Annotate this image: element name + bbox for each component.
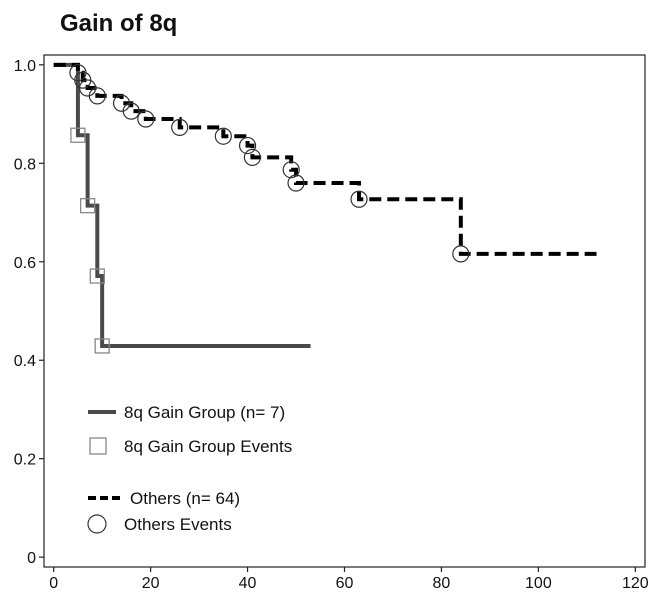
others-event-marker (238, 136, 257, 155)
legend-square-symbol (89, 437, 107, 455)
others-event-marker (452, 245, 470, 263)
x-tick-label: 40 (239, 575, 257, 592)
gain-group-survival-line (53, 62, 311, 348)
others-event-marker (282, 161, 300, 179)
x-tick-label: 0 (49, 575, 58, 592)
x-tick-label: 120 (622, 575, 649, 592)
y-tick-label: 0.4 (14, 353, 36, 370)
series-layer (53, 62, 597, 354)
gain-group-event-marker (70, 127, 86, 143)
x-tick-label: 20 (142, 575, 160, 592)
legend-label: 8q Gain Group (n= 7) (124, 403, 285, 422)
legend: 8q Gain Group (n= 7) 8q Gain Group Events… (87, 403, 292, 534)
y-axis: 0 0.2 0.4 0.6 0.8 1.0 (14, 58, 44, 567)
x-axis: 0 20 40 60 80 100 120 (49, 567, 649, 592)
legend-label: Others Events (124, 515, 232, 534)
y-tick-label: 0.2 (14, 452, 36, 469)
others-event-marker (350, 190, 368, 208)
y-tick-label: 0.6 (14, 255, 36, 272)
x-tick-label: 100 (525, 575, 552, 592)
others-event-marker (122, 102, 140, 120)
gain-group-event-marker (89, 268, 105, 284)
others-event-marker (137, 110, 155, 128)
others-event-marker (88, 87, 106, 105)
gain-group-event-marker (79, 197, 96, 214)
legend-label: 8q Gain Group Events (124, 437, 292, 456)
x-tick-label: 60 (336, 575, 354, 592)
y-tick-label: 0 (27, 550, 36, 567)
others-survival-line (53, 62, 597, 256)
others-event-marker (214, 127, 232, 145)
y-tick-label: 1.0 (14, 58, 36, 75)
x-tick-label: 80 (433, 575, 451, 592)
others-event-marker (243, 148, 262, 166)
others-event-marker (171, 118, 189, 136)
others-event-marker (287, 174, 305, 192)
legend-circle-symbol (87, 514, 107, 534)
gain-group-event-marker (94, 338, 110, 354)
chart-title: Gain of 8q (60, 10, 178, 37)
legend-label: Others (n= 64) (130, 489, 240, 508)
y-tick-label: 0.8 (14, 156, 36, 173)
